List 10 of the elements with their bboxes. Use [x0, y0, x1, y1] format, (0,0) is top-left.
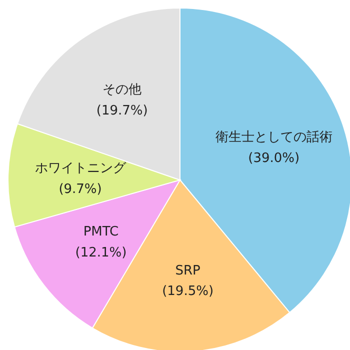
data-label: (19.7%) [96, 103, 148, 118]
slice-label: ホワイトニング [34, 160, 127, 176]
slice-label: その他 [102, 82, 142, 98]
data-label: (19.5%) [162, 284, 214, 300]
data-label: (9.7%) [58, 182, 102, 197]
slice-label: 衛生士としての話術 [215, 130, 332, 146]
slice-label: PMTC [83, 224, 119, 240]
slice-label: SRP [175, 263, 201, 278]
data-label: (39.0%) [248, 150, 300, 166]
data-label: (12.1%) [75, 245, 127, 260]
